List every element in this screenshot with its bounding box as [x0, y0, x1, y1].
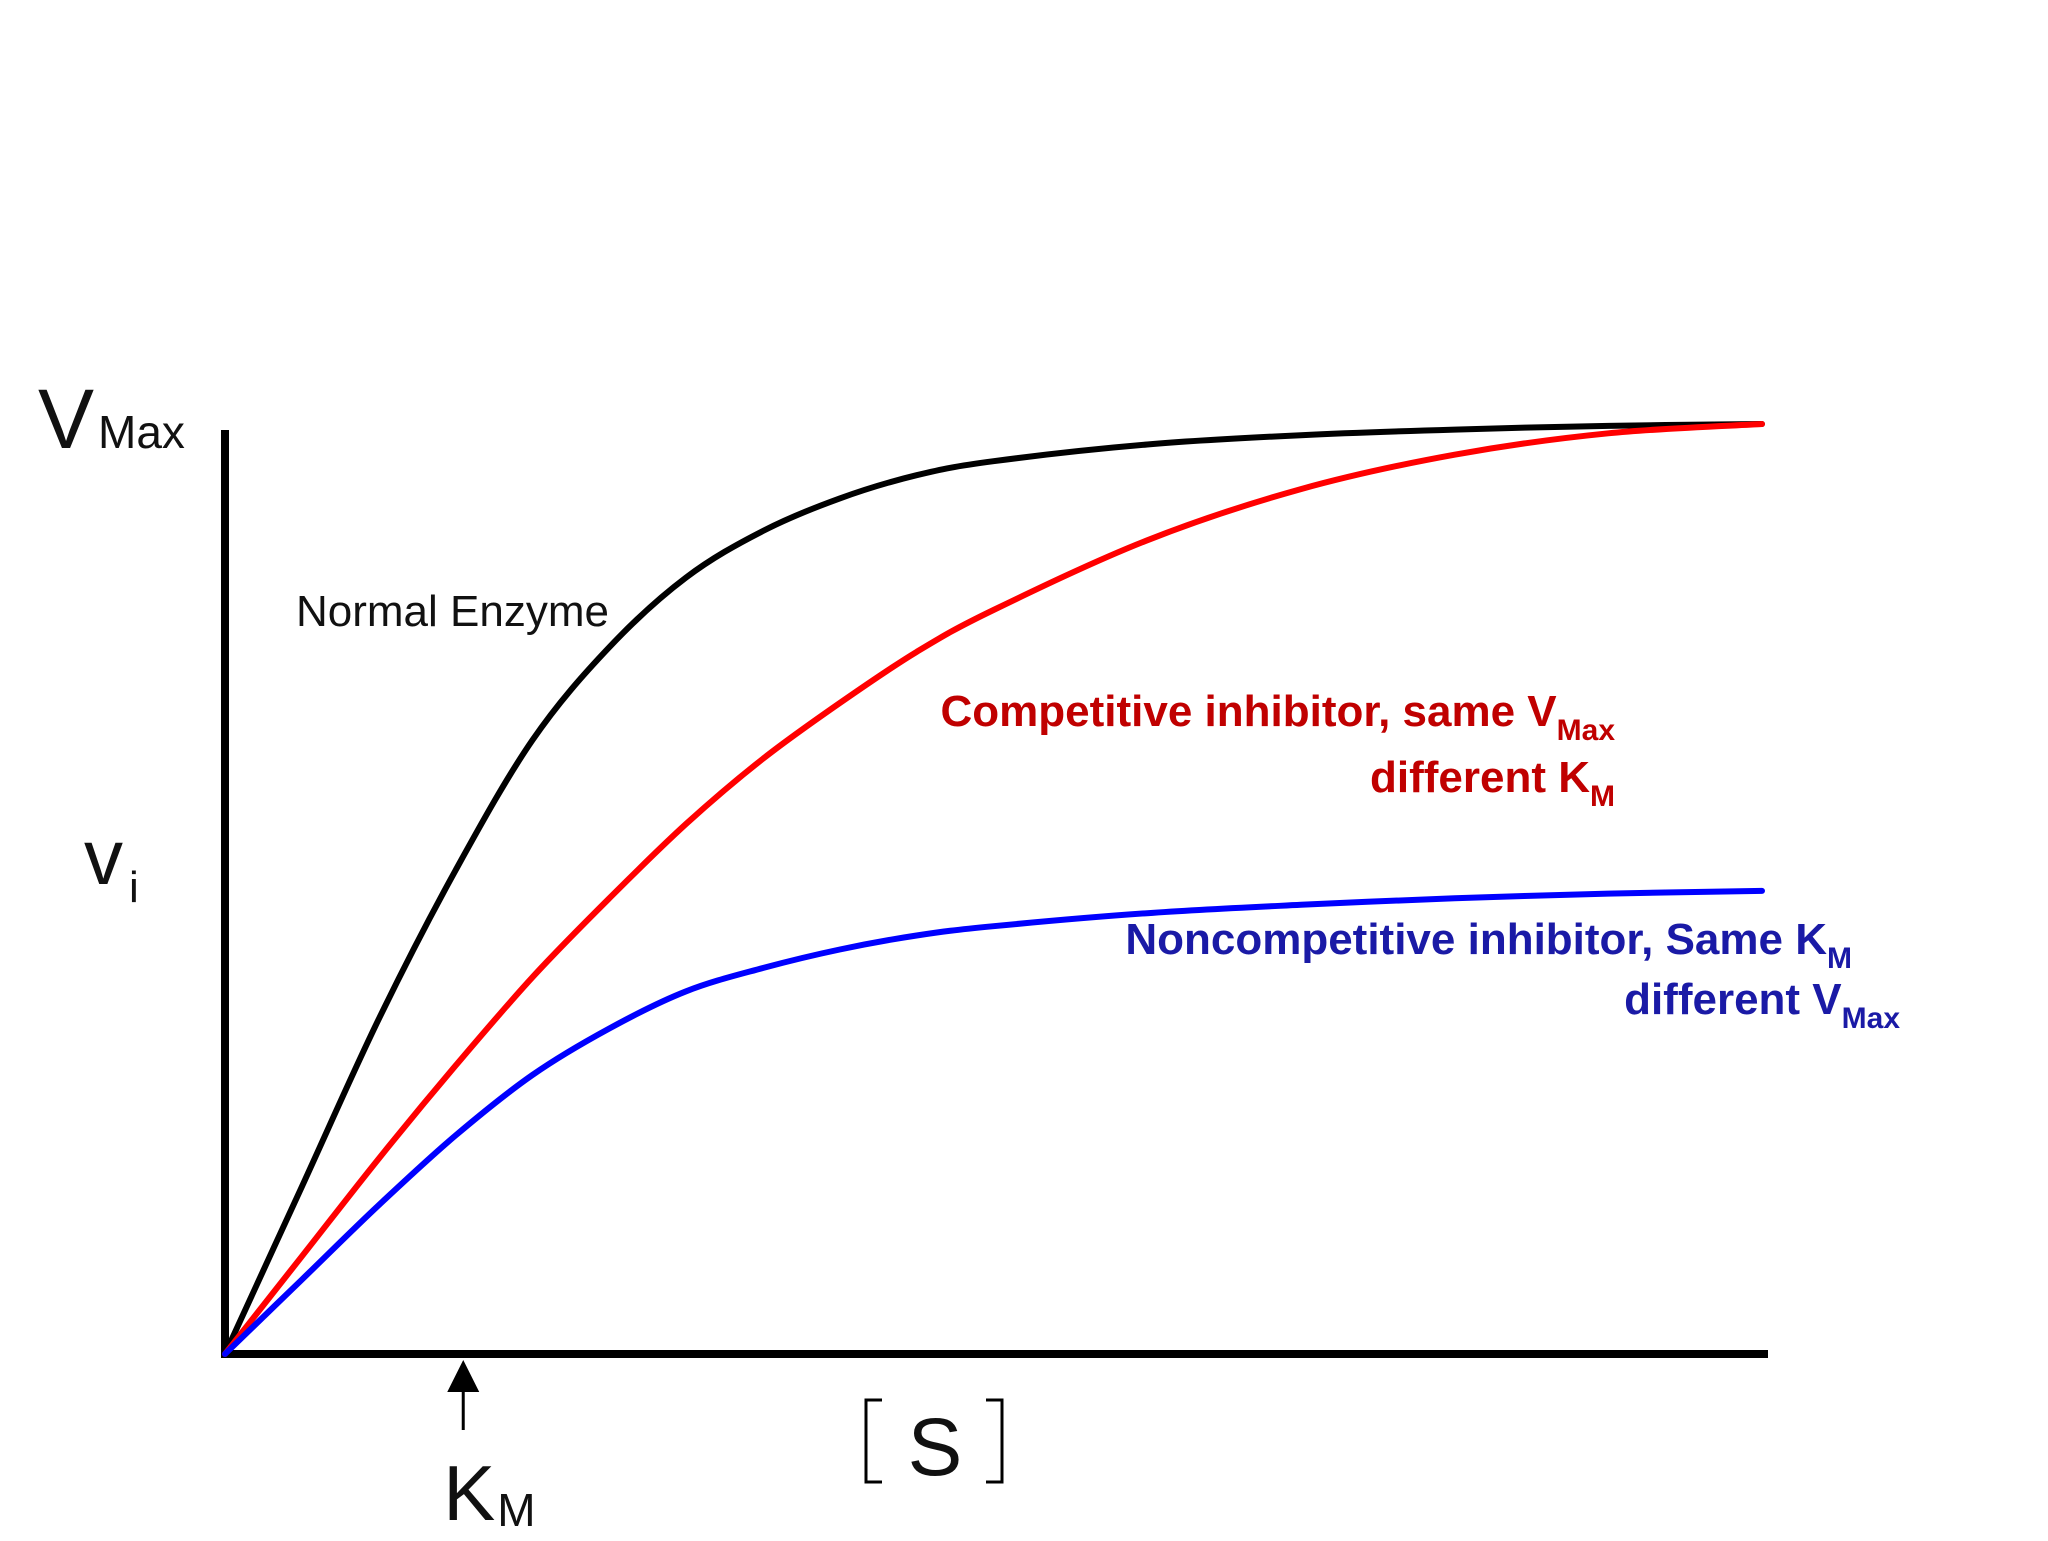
km-main: K — [443, 1449, 495, 1536]
left-bracket — [864, 1398, 882, 1484]
noncompetitive-inhibitor-curve — [222, 887, 1765, 1357]
competitive-label-sub1: Max — [1557, 714, 1616, 747]
vi-main: v — [84, 813, 123, 901]
km-sub: M — [497, 1484, 535, 1536]
noncompetitive-label-sub1: M — [1827, 942, 1852, 975]
competitive-label-text1: Competitive inhibitor, same V — [941, 687, 1558, 736]
noncompetitive-label-line2: different VMax — [1624, 975, 1900, 1035]
normal-enzyme-label: Normal Enzyme — [296, 587, 609, 636]
s-label: S — [908, 1402, 963, 1493]
series-layer — [222, 421, 1765, 1357]
substrate-label: S — [864, 1398, 1004, 1493]
vmax-sub: Max — [98, 406, 185, 458]
vi-sub: i — [129, 863, 139, 912]
competitive-label-line1: Competitive inhibitor, same VMax — [941, 687, 1616, 747]
km-label: KM — [443, 1449, 535, 1536]
axes — [221, 430, 1768, 1358]
competitive-label-text2: different K — [1370, 753, 1590, 802]
km-marker: KM — [443, 1360, 536, 1537]
noncompetitive-label-text2: different V — [1624, 975, 1842, 1024]
vmax-main: V — [38, 372, 94, 466]
competitive-label-line2: different KM — [1370, 753, 1615, 813]
right-bracket — [986, 1398, 1004, 1484]
noncompetitive-label-sub2: Max — [1842, 1002, 1901, 1035]
competitive-inhibitor-curve — [222, 421, 1765, 1357]
noncompetitive-label-line1: Noncompetitive inhibitor, Same KM — [1125, 915, 1852, 975]
noncompetitive-label-text1: Noncompetitive inhibitor, Same K — [1125, 915, 1827, 964]
competitive-label-sub2: M — [1590, 780, 1615, 813]
vmax-label: VMax — [38, 372, 185, 466]
km-arrow-head — [447, 1360, 480, 1392]
normal-enzyme-curve — [222, 421, 1765, 1357]
